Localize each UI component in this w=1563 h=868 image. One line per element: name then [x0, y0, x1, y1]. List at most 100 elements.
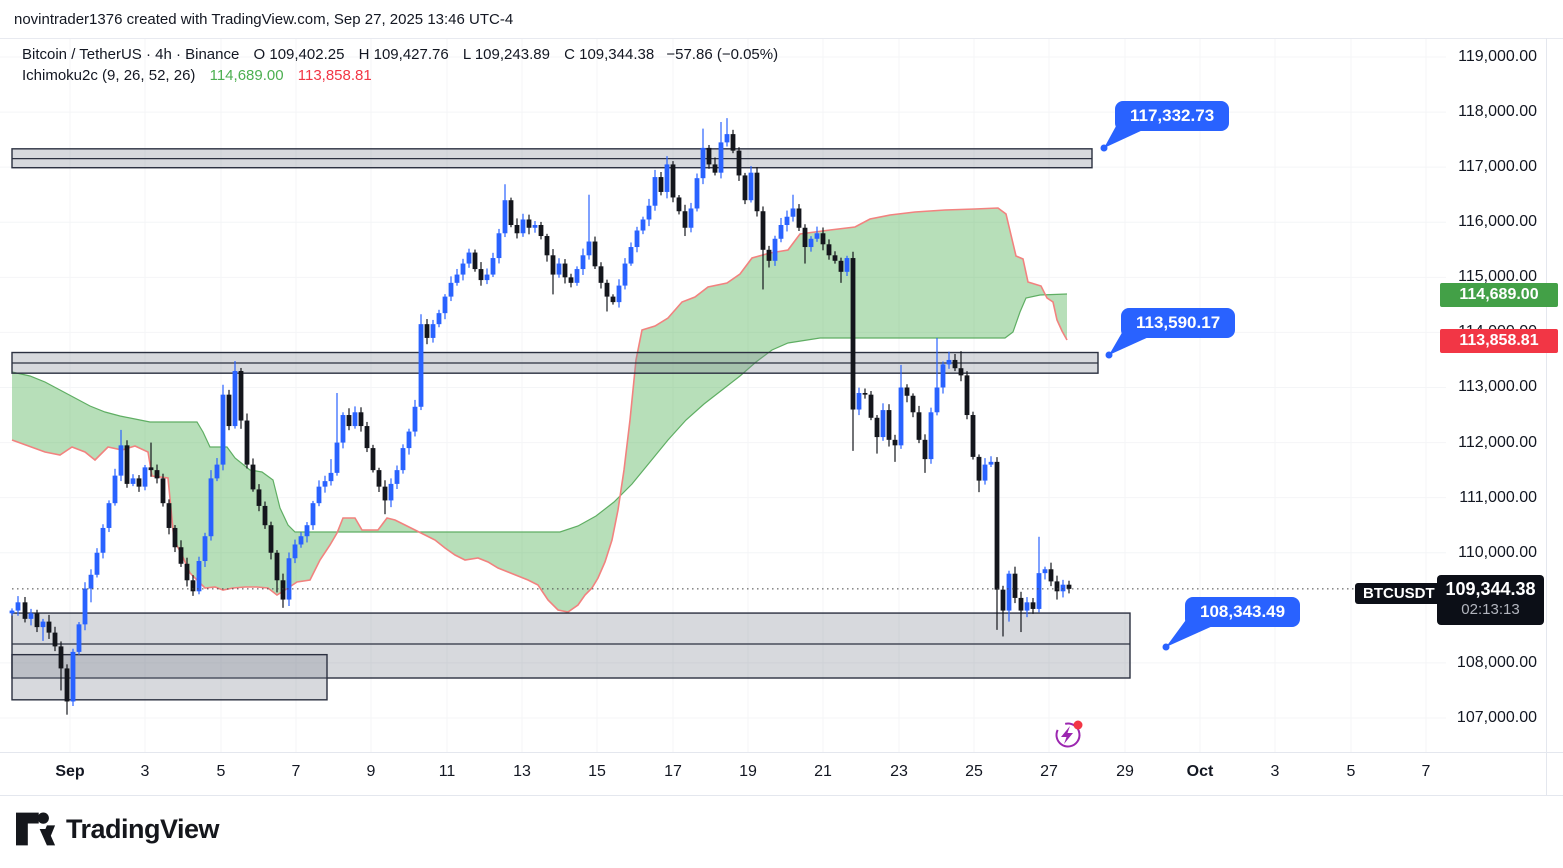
candle-body [946, 359, 952, 365]
time-scale-label[interactable]: 23 [890, 763, 908, 780]
time-scale-label[interactable]: Sep [55, 763, 85, 780]
candle-body [94, 552, 100, 575]
candle-body [406, 431, 412, 449]
high-value: 109,427.76 [373, 46, 449, 63]
candle-body [994, 461, 1000, 590]
price-scale-label[interactable]: 110,000.00 [1458, 543, 1537, 561]
candle-body [274, 552, 280, 581]
candle-body [934, 387, 940, 413]
time-scale-label[interactable]: Oct [1186, 763, 1214, 780]
time-scale-label[interactable]: 7 [291, 763, 301, 780]
candle-body [850, 258, 856, 410]
candle-body [646, 205, 652, 220]
demand-zone-1[interactable] [11, 612, 1131, 679]
candle-body [15, 602, 21, 611]
time-scale-label[interactable]: 9 [366, 763, 376, 780]
candle-body [376, 470, 382, 487]
time-scale-label[interactable]: 3 [140, 763, 150, 780]
candle-body [136, 478, 142, 487]
price-scale-label[interactable]: 108,000.00 [1456, 653, 1537, 671]
symbol-price-tag[interactable]: BTCUSDT [1355, 583, 1443, 604]
price-callout-113590[interactable]: 113,590.17 [1121, 308, 1236, 338]
candle-body [1048, 569, 1054, 582]
price-callout-117332[interactable]: 117,332.73 [1115, 101, 1230, 131]
candle-body [352, 412, 358, 427]
candle-body [286, 558, 292, 600]
candle-body [922, 439, 928, 460]
candle-body [142, 467, 148, 487]
time-scale-label[interactable]: 7 [1421, 763, 1431, 780]
price-scale-label[interactable]: 111,000.00 [1459, 488, 1537, 506]
candle-body [70, 651, 76, 702]
candle-body [778, 225, 784, 239]
time-scale-label[interactable]: 29 [1116, 763, 1134, 780]
candle-body [328, 472, 334, 482]
candle-body [838, 260, 844, 272]
candle-body [568, 277, 574, 283]
candle-body [604, 282, 610, 297]
candle-body [1024, 602, 1030, 611]
time-scale-label[interactable]: 5 [216, 763, 226, 780]
candle-body [598, 266, 604, 283]
candle-body [718, 142, 724, 173]
price-scale-label[interactable]: 116,000.00 [1458, 213, 1537, 231]
candle-body [1012, 573, 1018, 598]
candle-body [676, 197, 682, 212]
time-scale-label[interactable]: 25 [965, 763, 983, 780]
price-scale-label[interactable]: 117,000.00 [1458, 158, 1537, 176]
demand-zone-2[interactable] [11, 653, 328, 701]
price-scale-label[interactable]: 115,000.00 [1458, 268, 1537, 286]
candle-body [232, 370, 238, 427]
candle-body [424, 324, 430, 338]
time-scale-label[interactable]: 15 [588, 763, 606, 780]
candle-body [682, 211, 688, 228]
candle-body [628, 247, 634, 264]
indicator-name[interactable]: Ichimoku2c (9, 26, 52, 26) [22, 67, 196, 84]
candle-body [844, 258, 850, 272]
senkou-b-price-badge[interactable]: 113,858.81 [1440, 329, 1558, 354]
candle-body [868, 394, 874, 418]
candle-body [34, 613, 40, 628]
price-scale-label[interactable]: 112,000.00 [1458, 433, 1537, 451]
indicator-legend-row[interactable]: Ichimoku2c (9, 26, 52, 26) 114,689.00 11… [22, 66, 778, 85]
tradingview-wordmark: TradingView [66, 813, 220, 844]
candle-body [412, 406, 418, 432]
candle-body [22, 602, 28, 619]
candle-body [466, 252, 472, 264]
time-scale-label[interactable]: 3 [1270, 763, 1280, 780]
symbol-legend-row[interactable]: Bitcoin / TetherUS · 4h · Binance O 109,… [22, 45, 778, 64]
candle-body [1018, 597, 1024, 611]
time-scale-label[interactable]: 17 [664, 763, 682, 780]
candle-body [634, 230, 640, 248]
candle-body [346, 415, 352, 427]
price-scale-label[interactable]: 113,000.00 [1458, 378, 1537, 396]
candle-body [736, 150, 742, 176]
last-price-badge[interactable]: 109,344.38 02:13:13 [1437, 575, 1544, 625]
price-scale-label[interactable]: 118,000.00 [1458, 103, 1537, 121]
indicator-senkou-b-value: 113,858.81 [297, 67, 372, 84]
candle-body [478, 269, 484, 281]
candle-body [334, 442, 340, 473]
candle-body [712, 164, 718, 173]
time-scale-label[interactable]: 13 [513, 763, 531, 780]
senkou-a-price-badge[interactable]: 114,689.00 [1440, 283, 1558, 308]
time-scale-label[interactable]: 21 [814, 763, 832, 780]
candle-body [394, 470, 400, 484]
time-scale-label[interactable]: 27 [1040, 763, 1058, 780]
price-scale-label[interactable]: 119,000.00 [1458, 48, 1537, 65]
time-scale-label[interactable]: 5 [1346, 763, 1356, 780]
candle-body [454, 274, 460, 283]
candle-body [430, 324, 436, 338]
candle-body [442, 296, 448, 314]
price-callout-108343[interactable]: 108,343.49 [1185, 597, 1301, 627]
time-scale-label[interactable]: 11 [438, 763, 456, 780]
price-scale-label[interactable]: 107,000.00 [1456, 708, 1537, 726]
time-scale-label[interactable]: 19 [739, 763, 757, 780]
symbol-title[interactable]: Bitcoin / TetherUS · 4h · Binance [22, 46, 240, 63]
candle-body [622, 263, 628, 286]
candle-body [550, 255, 556, 275]
time-scale-top-border [0, 752, 1563, 753]
candle-body [196, 561, 202, 592]
tradingview-logo[interactable]: TradingView [16, 810, 220, 848]
